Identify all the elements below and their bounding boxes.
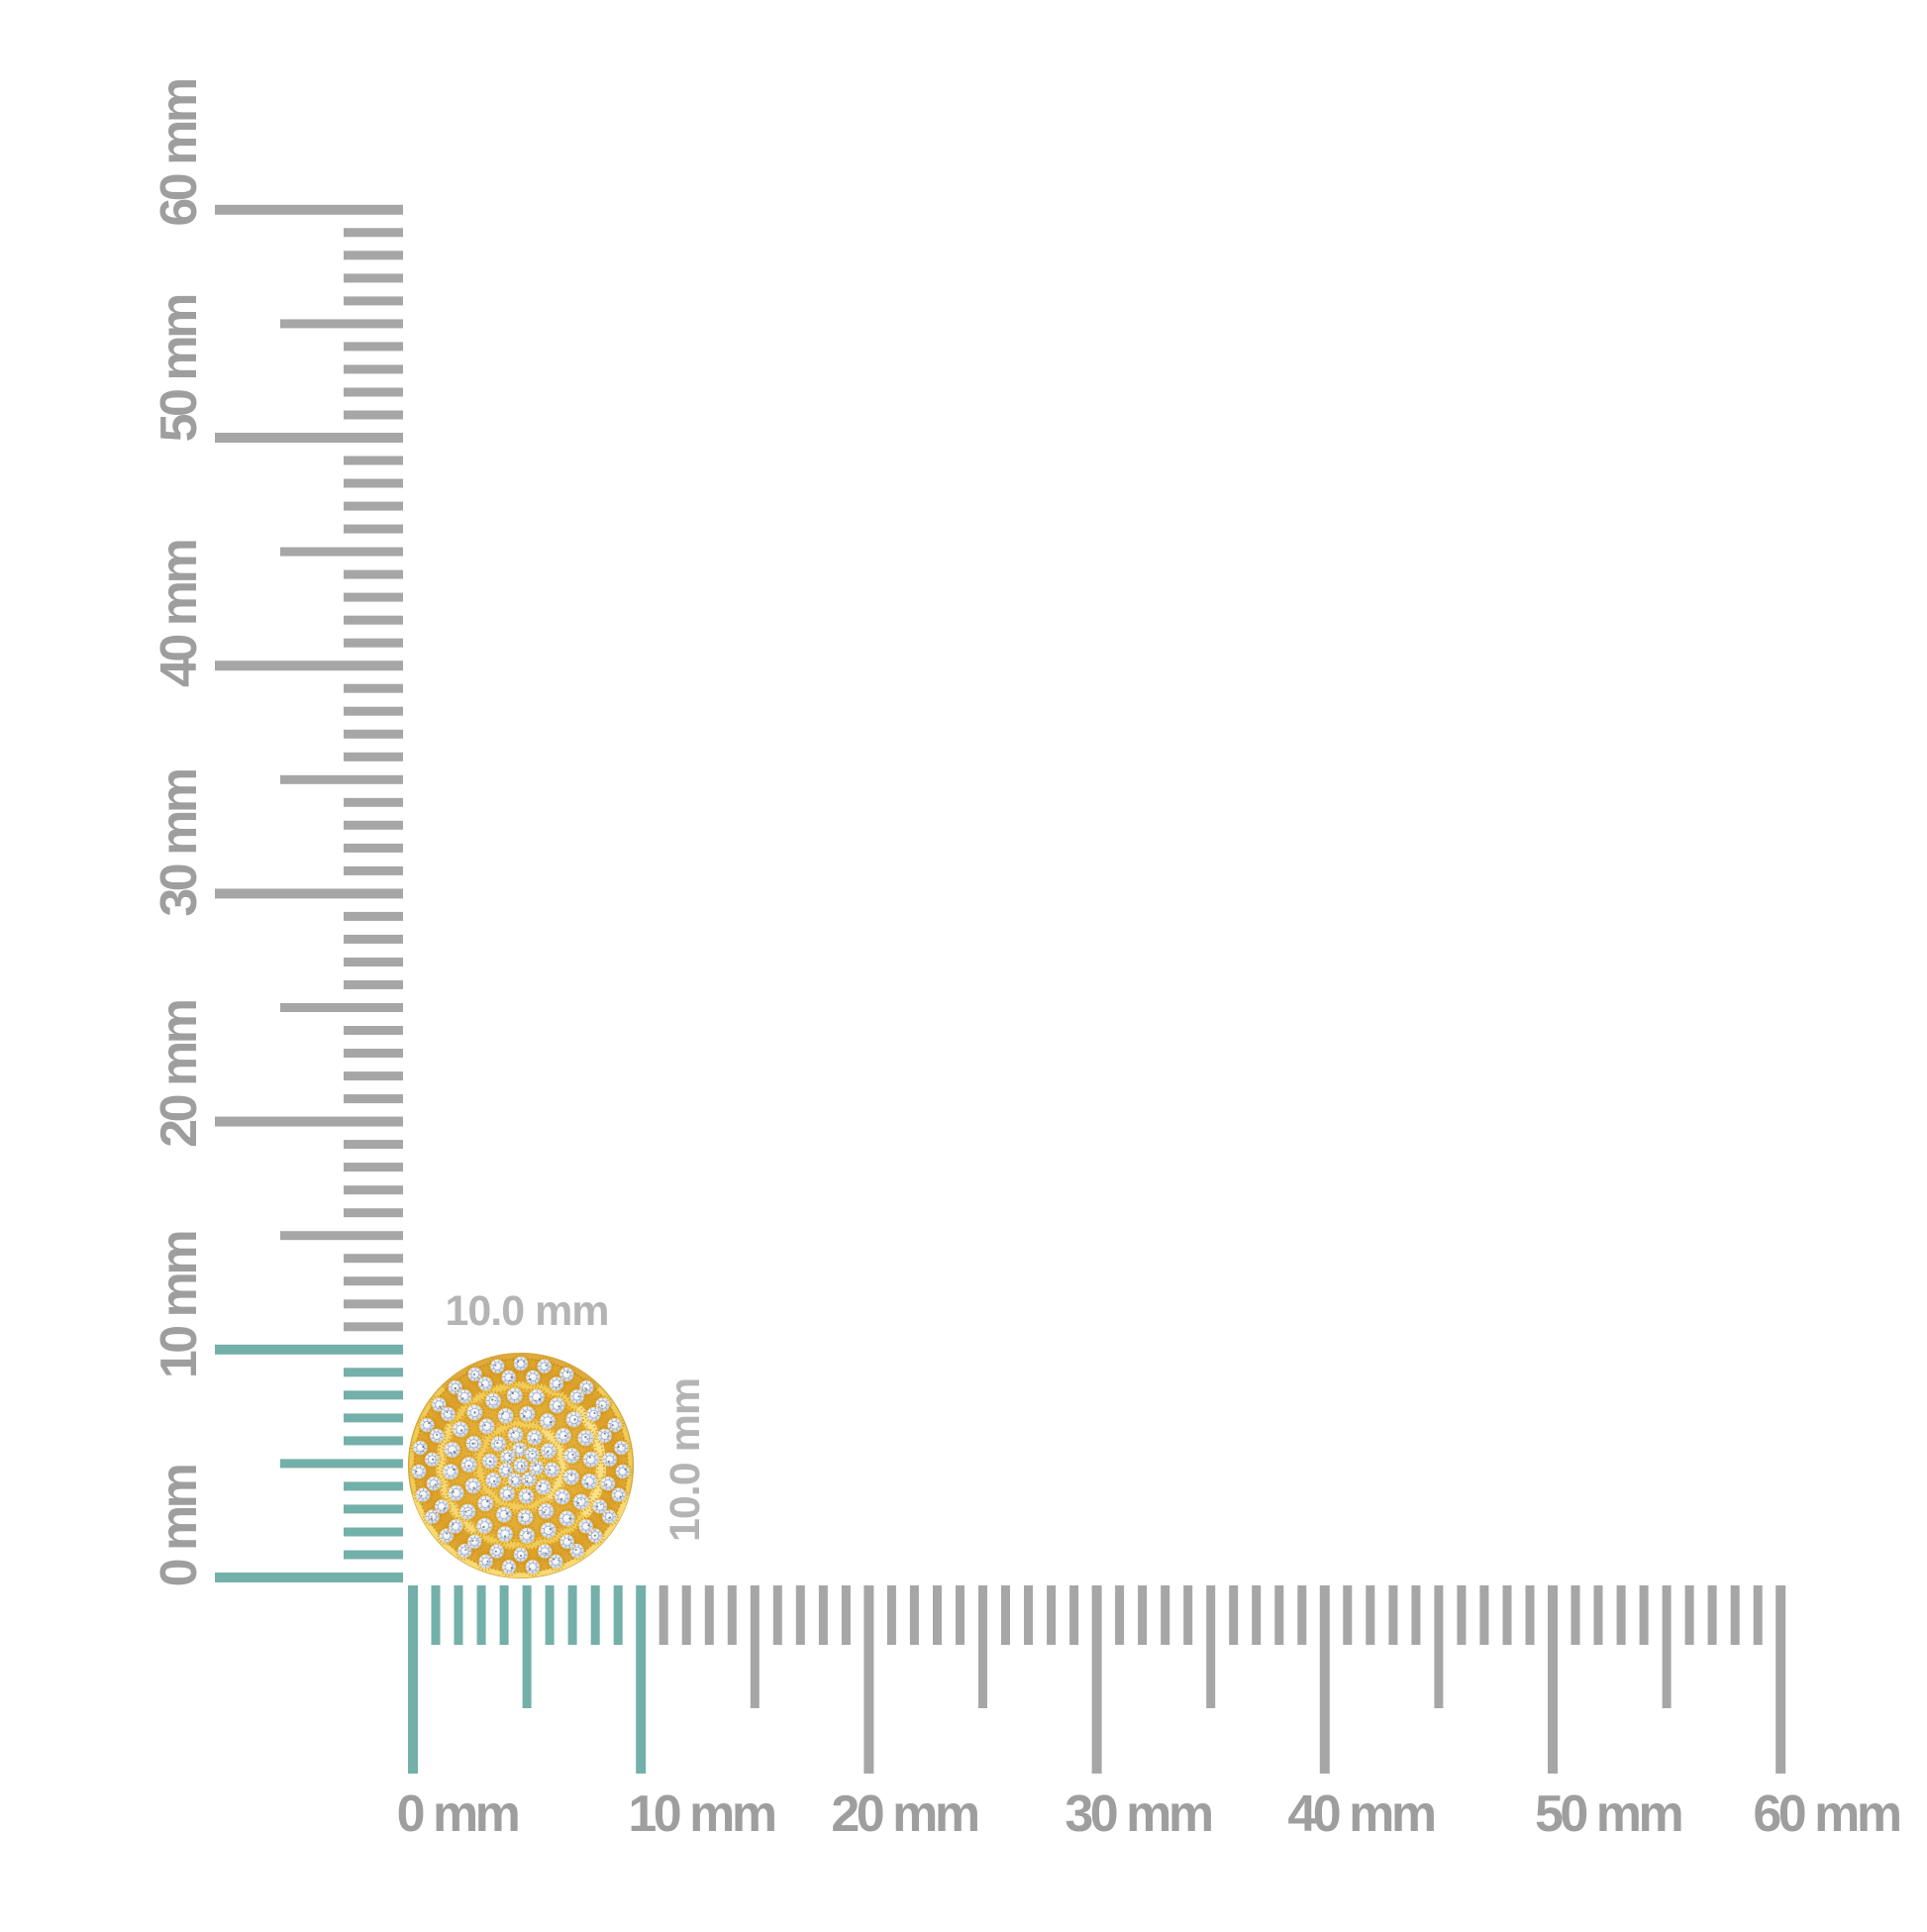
svg-text:40 mm: 40 mm [151, 541, 208, 688]
svg-text:10 mm: 10 mm [151, 1232, 208, 1379]
svg-text:40 mm: 40 mm [1287, 1785, 1435, 1843]
svg-text:10.0 mm: 10.0 mm [445, 1287, 608, 1335]
svg-text:30 mm: 30 mm [1065, 1785, 1212, 1843]
svg-text:20 mm: 20 mm [831, 1785, 978, 1843]
svg-text:50 mm: 50 mm [151, 295, 208, 443]
svg-text:10 mm: 10 mm [628, 1785, 775, 1843]
svg-text:30 mm: 30 mm [151, 769, 208, 917]
svg-text:0 mm: 0 mm [151, 1465, 208, 1586]
svg-text:20 mm: 20 mm [151, 1000, 208, 1148]
svg-text:50 mm: 50 mm [1535, 1785, 1682, 1843]
svg-text:10.0 mm: 10.0 mm [661, 1378, 709, 1542]
svg-text:60 mm: 60 mm [1753, 1785, 1900, 1843]
svg-text:60 mm: 60 mm [151, 79, 208, 227]
svg-text:0 mm: 0 mm [397, 1785, 519, 1843]
